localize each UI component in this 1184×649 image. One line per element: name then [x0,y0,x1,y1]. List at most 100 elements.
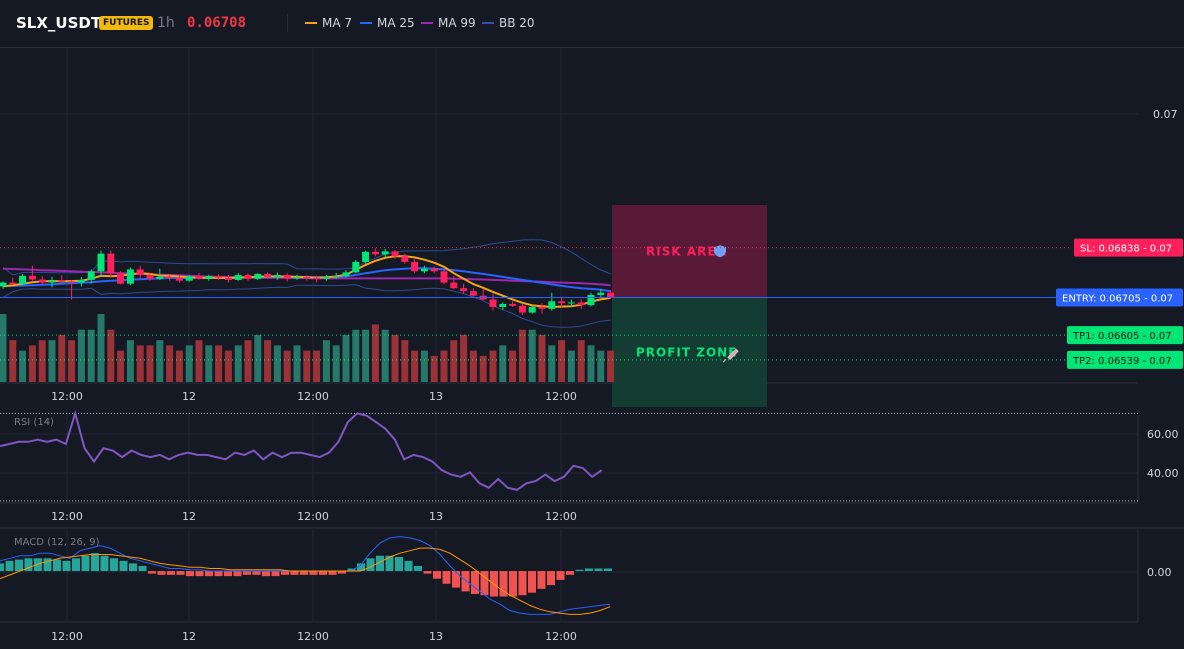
candle-body [332,276,340,278]
candle-body [528,306,536,313]
candle-body [499,303,507,307]
volume-bar [146,345,154,382]
trade-levels[interactable]: SL: 0.06838 - 0.07 ENTRY: 0.06705 - 0.07 T… [0,238,1183,369]
time-axis-tick: 13 [429,630,443,643]
volume-bar [362,329,370,382]
macd-histogram-bar [376,555,384,572]
macd-histogram-bar [205,571,213,577]
candle-body [166,276,174,278]
timeframe-label[interactable]: 1h [157,15,175,31]
macd-title: MACD (12, 26, 9) [14,537,100,548]
volume-bar [460,334,468,382]
volume-bar [166,345,174,382]
volume-bar [215,345,223,382]
macd-signal-line [0,547,611,615]
legend-ma7[interactable]: MA 7 [305,16,352,30]
volume-bar [567,350,575,382]
candle-body [558,301,566,304]
candle-body [146,275,154,279]
macd-histogram-bar [338,571,346,574]
candle-body [28,275,36,280]
volume-bar [283,350,291,382]
macd-histogram-bar [395,557,403,572]
volume-bar [28,345,36,382]
candle-body [58,280,66,282]
symbol-name[interactable]: SLX_USDT [16,14,102,32]
macd-histogram-bar [528,571,536,593]
macd-histogram-bar [5,560,14,572]
volume-bar [136,345,144,382]
volume-bar [195,340,203,382]
candle-body [597,292,605,295]
rocket-icon [722,348,739,363]
legend-ma99[interactable]: MA 99 [421,16,476,30]
volume-bar [205,345,213,382]
time-axis-tick: 12:00 [51,510,83,523]
macd-histogram-bar [214,571,223,577]
macd-histogram-bar [480,571,489,596]
time-axis-tick: 12 [182,390,196,403]
volume-bar [518,329,526,382]
candle-body [450,282,458,289]
candle-body [440,271,448,283]
macd-histogram-bar [53,559,61,572]
volume-bar [254,334,262,382]
macd-histogram-bar [442,571,451,584]
candle-body [430,268,438,272]
volume-bar [538,334,546,382]
volume-bar [479,355,487,382]
legend-bb20[interactable]: BB 20 [482,16,535,30]
volume-bar [597,350,605,382]
rsi-axis-tick: 60.00 [1147,428,1179,441]
bb-upper-line [2,239,611,276]
header-divider [287,14,288,32]
trade-zones: RISK AREA PROFIT ZONE [612,205,767,407]
macd-histogram-bar [537,571,546,589]
macd-histogram-bar [309,571,318,575]
candle-body [215,276,223,278]
volume-bar [273,345,281,382]
candle-body [489,299,497,307]
macd-histogram-bar [148,571,156,574]
ma7-swatch [305,22,317,24]
sl-level-tag [1074,238,1183,257]
macd-histogram-bar [43,558,52,572]
tp2-level-label: TP2: 0.06539 - 0.07 [1072,356,1172,367]
candle-body [234,275,242,280]
time-axis-tick: 12:00 [51,390,83,403]
macd-histogram-bar [404,560,413,572]
macd-histogram-bar [357,563,365,572]
volume-bar [303,350,311,382]
rsi-title: RSI (14) [14,417,54,428]
macd-histogram-bar [100,555,109,572]
candle-body [587,294,595,306]
macd-histogram-bar [15,559,23,572]
macd-histogram-bar [594,568,603,572]
volume-bar [87,329,95,382]
bb-lower-line [2,284,611,328]
volume-bar [97,314,105,382]
grid-lines [0,48,1184,623]
volume-bar [185,345,193,382]
legend-ma25-label: MA 25 [377,16,415,30]
bb20-swatch [482,22,494,24]
macd-pane: MACD (12, 26, 9) [0,536,612,615]
macd-axis-tick: 0.00 [1147,566,1172,579]
macd-histogram-bar [547,571,555,586]
volume-bar [381,329,389,382]
volume-bar [489,350,497,382]
macd-histogram-bar [471,571,479,594]
volume-bar [352,329,360,382]
rsi-pane: RSI (14) [0,409,1138,502]
volume-bar [528,329,536,382]
volume-bar [450,340,458,382]
chart-header: SLX_USDT FUTURES 1h 0.06708 MA 7 MA 25 M… [0,0,1184,48]
candle-body [362,251,370,262]
macd-histogram-bar [233,571,242,577]
candle-body [126,269,134,284]
candles[interactable] [0,248,615,316]
legend-ma25[interactable]: MA 25 [360,16,415,30]
tp1-level-label: TP1: 0.06605 - 0.07 [1072,331,1172,342]
macd-histogram-bar [157,571,166,575]
